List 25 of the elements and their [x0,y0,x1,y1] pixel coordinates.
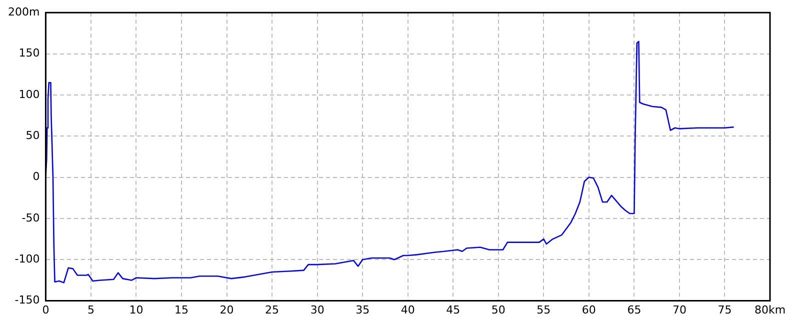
x-tick-label: 20 [220,303,234,316]
y-tick-label: -100 [14,252,40,266]
x-tick-label: 70 [672,303,686,316]
x-tick-label: 5 [87,303,94,316]
y-tick-label: -150 [14,294,40,307]
x-tick-label: 60 [582,303,596,316]
x-tick-label: 35 [356,303,370,316]
y-tick-label: 0 [32,170,40,184]
x-tick-label: 50 [491,303,506,316]
x-tick-label: 80km [754,303,786,316]
y-tick-label: 100 [18,88,40,101]
x-tick-label: 30 [310,303,324,316]
y-tick-label: 200m [8,5,40,18]
x-tick-label: 15 [174,303,189,316]
x-tick-label: 75 [718,303,732,316]
y-tick-label: 150 [18,46,40,60]
y-tick-label: -50 [22,211,40,224]
x-tick-label: 45 [446,303,460,316]
x-tick-label: 65 [627,303,642,316]
x-tick-label: 25 [265,303,280,316]
x-tick-label: 40 [400,303,415,316]
x-tick-label: 10 [129,303,144,316]
x-tick-label: 55 [536,303,551,316]
y-tick-label: 50 [26,128,40,142]
x-tick-label: 0 [42,303,50,316]
